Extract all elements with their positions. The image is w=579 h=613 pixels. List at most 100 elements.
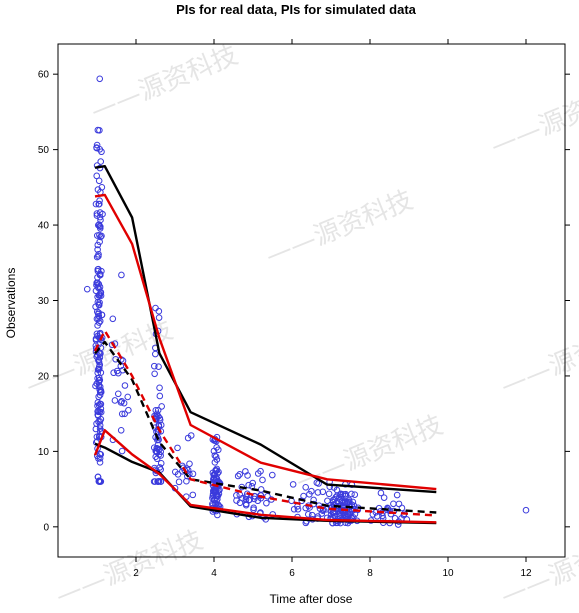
observation-point	[97, 405, 105, 413]
observation-point	[157, 421, 165, 429]
observation-point	[300, 492, 307, 500]
observation-point	[110, 369, 117, 377]
prediction-interval-lines	[93, 165, 437, 525]
observation-point	[351, 491, 359, 498]
observation-point	[150, 444, 158, 451]
observation-point	[262, 516, 270, 523]
observation-point	[97, 289, 105, 296]
observation-point	[118, 271, 125, 279]
observation-point	[117, 426, 125, 434]
observation-point	[93, 353, 100, 361]
observation-point	[93, 452, 101, 460]
watermark-text: ——源资科技	[496, 525, 579, 611]
y-tick-label: 50	[38, 145, 50, 156]
observation-point	[92, 425, 100, 433]
observation-point	[94, 221, 102, 229]
observation-point	[174, 471, 182, 478]
observation-point	[209, 490, 217, 498]
observation-point	[96, 127, 103, 134]
observation-point	[96, 231, 103, 239]
observation-point	[114, 390, 122, 398]
observation-point	[119, 357, 127, 365]
observation-point	[339, 490, 347, 498]
observation-point	[96, 422, 104, 429]
y-axis: 0 10 20 30 40 50 60	[38, 70, 570, 533]
observation-point	[125, 406, 132, 414]
observation-point	[94, 310, 102, 318]
observation-point	[155, 363, 162, 370]
x-tick-label: 12	[520, 568, 532, 579]
observation-point	[290, 505, 298, 513]
observation-point	[155, 307, 163, 315]
observation-point	[314, 489, 322, 496]
observation-point	[184, 472, 191, 480]
watermark-layer: ——源资科技 ——源资科技——源资科技——源资科技 ——源资科技——源资科技——源资…	[21, 40, 579, 611]
observation-point	[151, 362, 158, 370]
observation-point	[95, 393, 102, 401]
observation-point	[257, 467, 264, 475]
observation-point	[121, 410, 129, 418]
observation-point	[121, 382, 129, 389]
observation-point	[95, 200, 103, 208]
y-tick-label: 60	[38, 70, 50, 81]
observation-point	[108, 341, 116, 349]
observation-point	[95, 319, 103, 326]
observation-point	[156, 414, 164, 422]
observation-point	[124, 393, 132, 401]
x-tick-label: 6	[289, 568, 295, 579]
y-tick-label: 40	[38, 221, 50, 232]
x-tick-label: 10	[442, 568, 454, 579]
observation-point	[257, 491, 264, 499]
observation-point	[348, 490, 355, 498]
observation-point	[377, 489, 385, 497]
observation-point	[187, 432, 195, 439]
watermark-text: ——源资科技	[86, 40, 242, 126]
observation-point	[249, 479, 257, 487]
observation-point	[186, 460, 193, 468]
observation-point	[94, 411, 102, 419]
observation-point	[152, 350, 159, 358]
observation-point	[336, 509, 344, 517]
pi-line-2	[94, 340, 437, 514]
observation-point	[94, 274, 101, 281]
observation-point	[94, 283, 102, 291]
observation-point	[157, 459, 165, 467]
observation-point	[109, 315, 117, 323]
observation-point	[97, 223, 104, 230]
observation-point	[387, 510, 395, 518]
observation-point	[98, 148, 105, 156]
observation-point	[94, 332, 101, 340]
observation-point	[189, 470, 197, 478]
observation-point	[522, 506, 530, 514]
observation-point	[338, 497, 345, 505]
observation-point	[95, 365, 102, 373]
observation-point	[211, 452, 219, 459]
y-tick-label: 0	[43, 522, 49, 533]
observation-point	[251, 495, 258, 503]
observation-point	[332, 494, 340, 501]
observation-point	[393, 491, 401, 499]
observation-point	[96, 386, 103, 393]
observation-point	[210, 472, 218, 479]
observation-point	[92, 382, 99, 390]
observation-point	[233, 497, 240, 504]
observation-point	[158, 403, 165, 410]
y-tick-label: 20	[38, 371, 50, 382]
observation-point	[96, 418, 104, 425]
observation-point	[341, 498, 349, 506]
observation-point	[95, 358, 103, 366]
observation-point	[390, 500, 397, 508]
observation-point	[304, 511, 312, 518]
observation-point	[155, 451, 163, 458]
observation-point	[246, 496, 253, 503]
observation-point	[93, 172, 101, 180]
observation-point	[98, 311, 106, 319]
observation-point	[120, 399, 128, 407]
observation-point	[92, 200, 100, 208]
x-axis: 2 4 6 8 10 12	[133, 39, 532, 579]
observation-point	[98, 183, 106, 191]
observation-point	[294, 505, 302, 513]
observation-point	[118, 410, 126, 418]
observation-point	[114, 369, 122, 377]
